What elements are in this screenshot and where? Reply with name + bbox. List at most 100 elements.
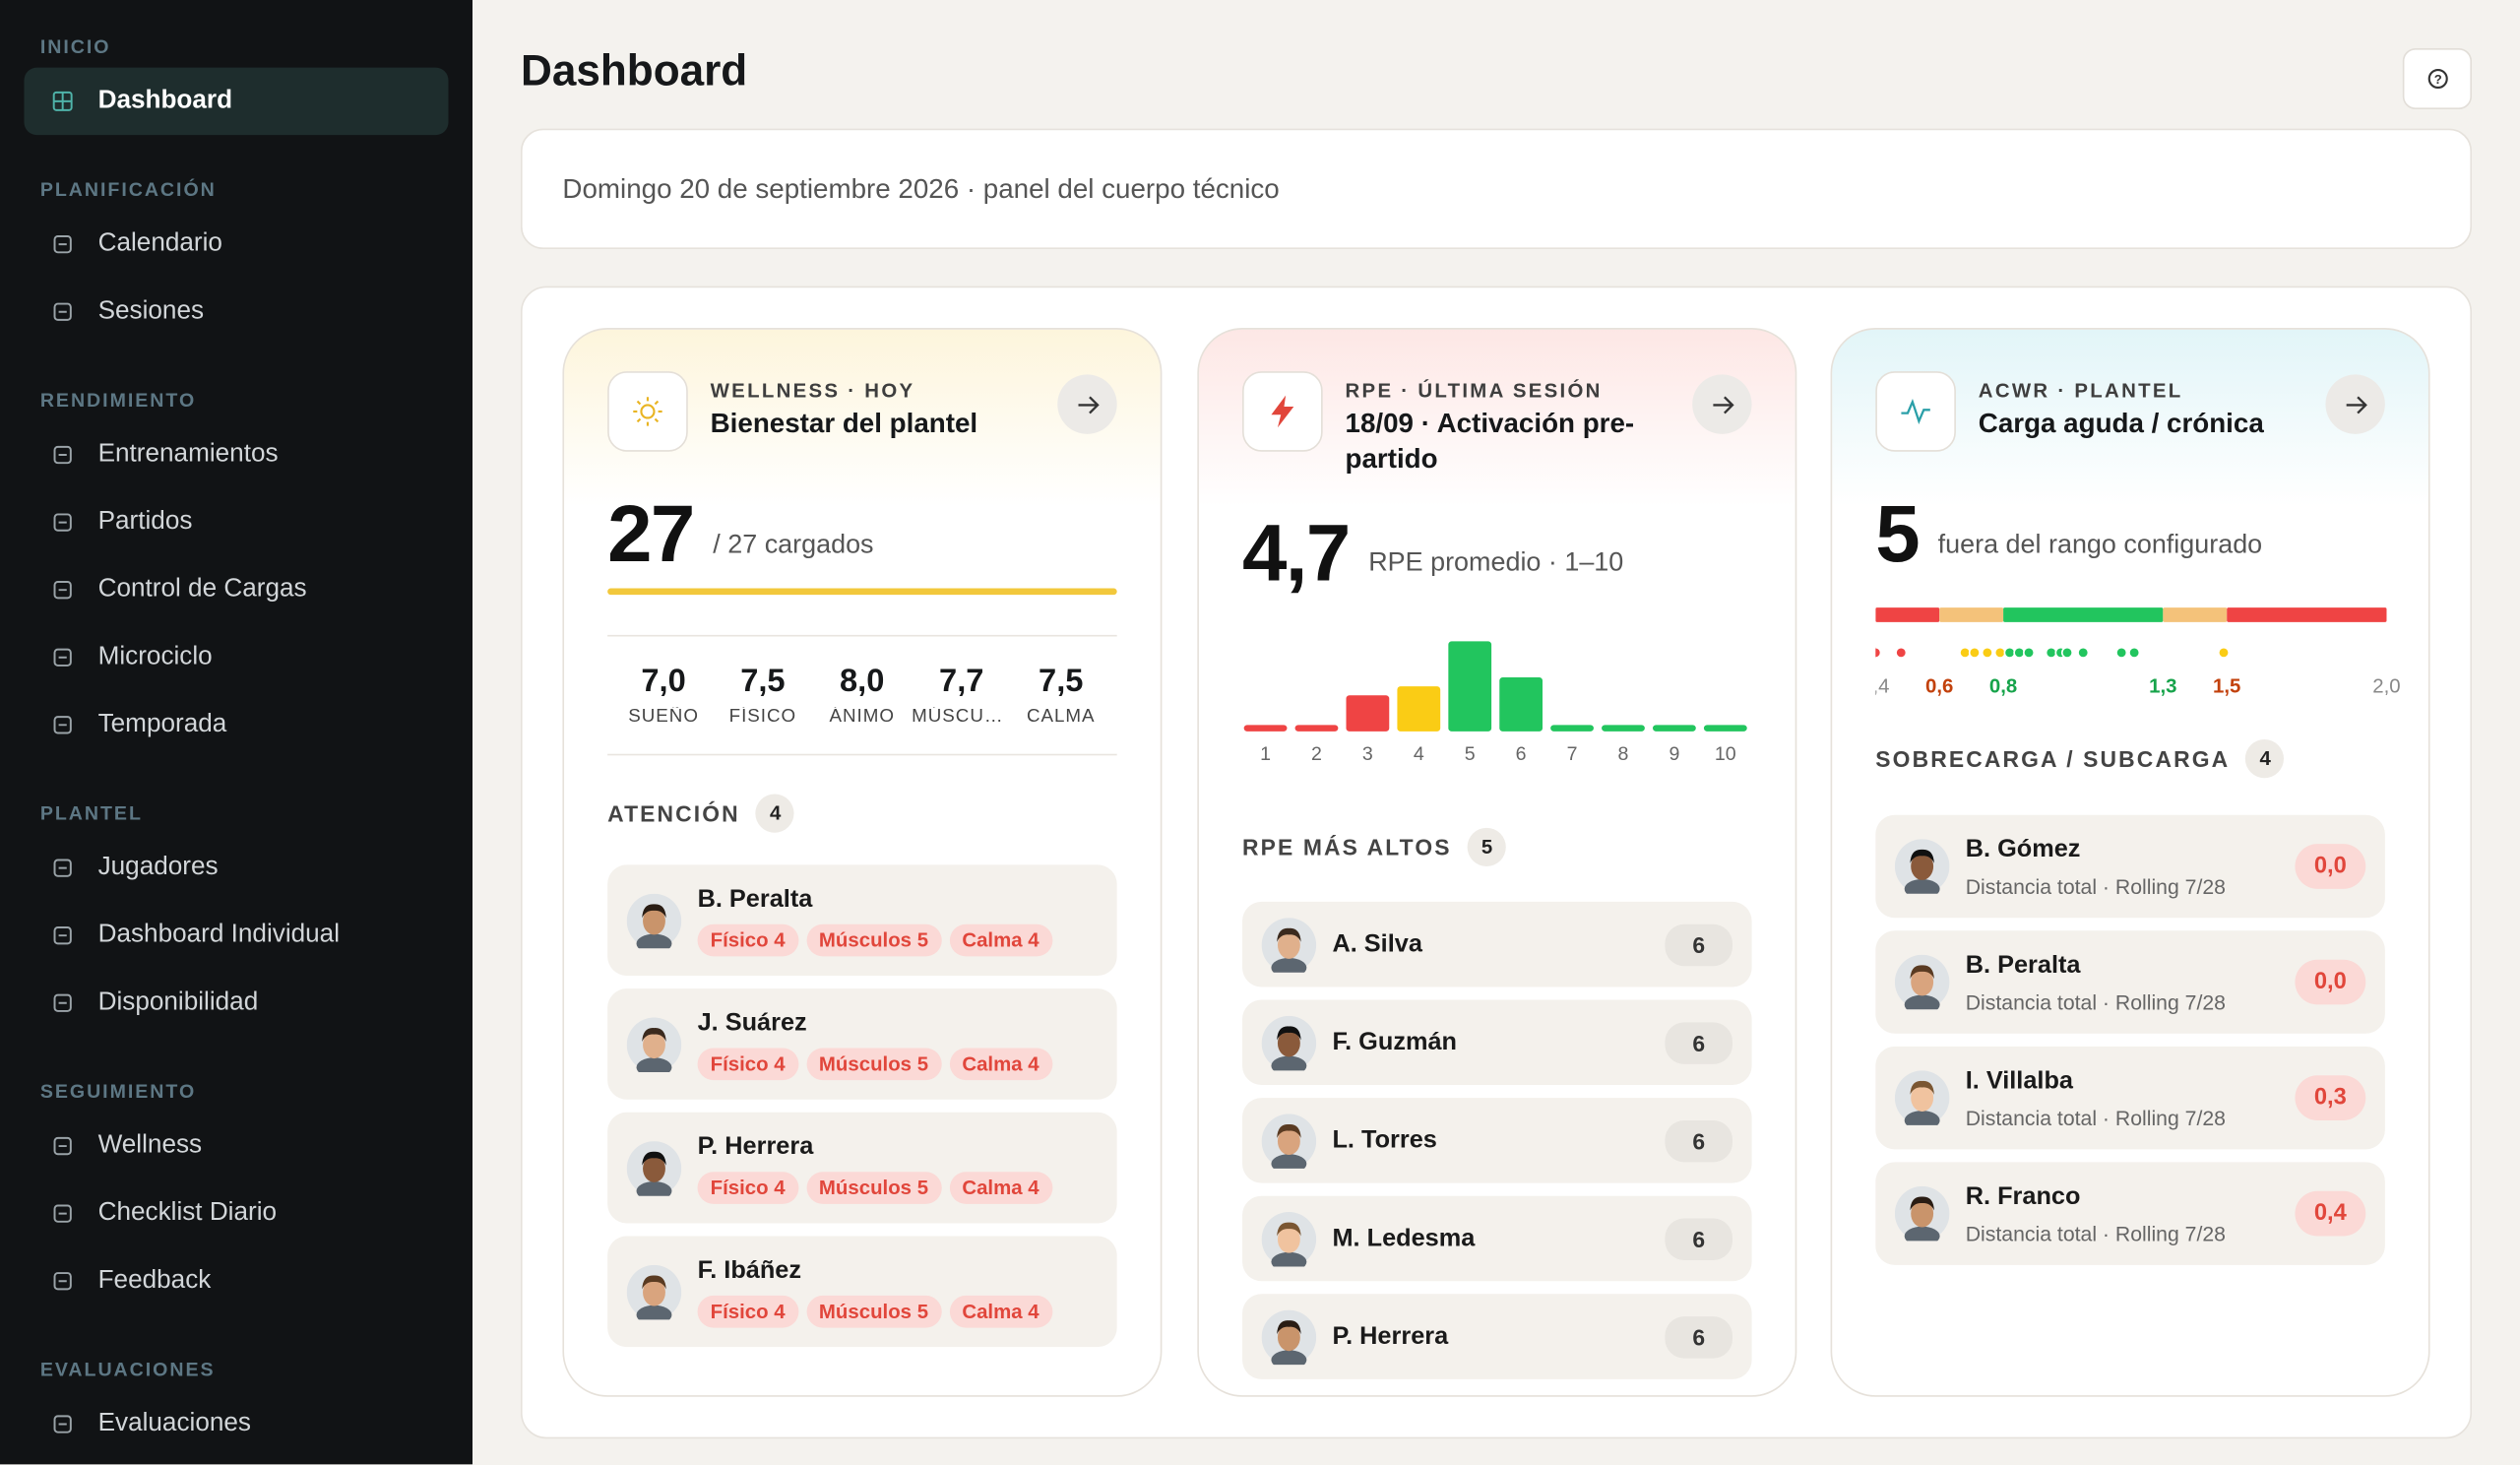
player-dot — [2060, 646, 2074, 659]
card-icon — [1875, 371, 1956, 452]
headline: 4,7 RPE promedio · 1–10 — [1242, 503, 1752, 603]
player-info: F. Ibáñez Físico 4 Músculos 5 Calma 4 — [697, 1256, 1060, 1327]
nav-item[interactable]: Control de Cargas — [24, 556, 448, 624]
section-label: ATENCIÓN — [607, 800, 740, 827]
avatar — [1894, 954, 1950, 1015]
help-button[interactable]: ? — [2402, 47, 2473, 110]
metric-label: SUEÑO — [628, 707, 699, 727]
metric: 7,5 CALMA — [1011, 664, 1110, 727]
avatar — [1894, 839, 1950, 899]
nav-item[interactable]: Entrenamientos — [24, 421, 448, 489]
nav-label: Wellness — [97, 1131, 203, 1160]
player-dot — [2077, 646, 2090, 659]
nav-item[interactable]: Microciclo — [24, 623, 448, 691]
count-badge: 4 — [2245, 739, 2285, 779]
nav-item[interactable]: Calendario — [24, 211, 448, 279]
player-dot — [2003, 646, 2016, 659]
tag: Calma 4 — [949, 1171, 1052, 1204]
nav-item[interactable]: Temporada — [24, 691, 448, 759]
player-name: R. Franco — [1965, 1181, 2081, 1210]
open-button[interactable] — [2325, 374, 2385, 434]
metric: 8,0 ÁNIMO — [812, 664, 912, 727]
x-tick-label: 7 — [1567, 743, 1578, 765]
tag: Músculos 5 — [805, 1295, 942, 1327]
section-title: SOBRECARGA / SUBCARGA 4 — [1875, 739, 2385, 779]
nav-label: Disponibilidad — [97, 988, 259, 1016]
x-tick-label: 4 — [1414, 743, 1424, 765]
metric-value: 8,0 — [840, 664, 885, 700]
section-label: SOBRECARGA / SUBCARGA — [1875, 745, 2231, 772]
player-info: J. Suárez Físico 4 Músculos 5 Calma 4 — [697, 1008, 1060, 1080]
x-tick-label: 5 — [1465, 743, 1476, 765]
headline-caption: fuera del rango configurado — [1937, 529, 2263, 559]
tags: Físico 4 Músculos 5 Calma 4 — [697, 923, 1060, 956]
x-tick-label: 1,3 — [2149, 676, 2176, 698]
player-info: P. Herrera Físico 4 Músculos 5 Calma 4 — [697, 1132, 1060, 1204]
tags: Físico 4 Músculos 5 Calma 4 — [697, 1171, 1060, 1204]
x-tick-label: 0,8 — [1989, 676, 2017, 698]
rpe-row: P. Herrera 6 — [1242, 1294, 1752, 1379]
player-dot — [2128, 646, 2141, 659]
nav-item[interactable]: Dashboard Individual — [24, 902, 448, 970]
section-title: RPE MÁS ALTOS 5 — [1242, 827, 1752, 866]
nav-item[interactable]: Wellness — [24, 1113, 448, 1180]
tag: Músculos 5 — [805, 1047, 942, 1080]
card-kicker: WELLNESS · HOY — [710, 379, 915, 403]
metric-label: MÚSCULOS — [912, 707, 1011, 727]
player-name: A. Silva — [1332, 929, 1422, 958]
metric-label: ÁNIMO — [829, 707, 895, 727]
rpe-value: 6 — [1665, 1021, 1732, 1063]
open-button[interactable] — [1057, 374, 1117, 434]
bar — [1703, 725, 1747, 732]
section-label: INICIO — [39, 34, 111, 58]
attention-row: F. Ibáñez Físico 4 Músculos 5 Calma 4 — [607, 1236, 1117, 1348]
card-kicker: RPE · ÚLTIMA SESIÓN — [1345, 379, 1603, 403]
nav-item[interactable]: Dashboard — [24, 67, 449, 136]
tag: Calma 4 — [949, 923, 1052, 956]
nav-label: Partidos — [97, 507, 193, 536]
count-badge: 5 — [1467, 827, 1507, 866]
player-dot — [1968, 646, 1981, 659]
attention-row: P. Herrera Físico 4 Músculos 5 Calma 4 — [607, 1112, 1117, 1224]
avatar — [626, 1140, 682, 1200]
nav-item[interactable]: Evaluaciones — [24, 1390, 448, 1458]
player-dot — [1993, 646, 2006, 659]
nav-item[interactable]: Sesiones — [24, 278, 448, 346]
open-button[interactable] — [1692, 374, 1752, 434]
card-header: RPE · ÚLTIMA SESIÓN 18/09 · Activación pr… — [1242, 330, 1752, 490]
acwr-strip: 0,4 0,6 0,8 1,3 1,5 2,0 — [1875, 607, 2401, 698]
x-tick-label: 10 — [1715, 743, 1736, 765]
nav-item[interactable]: Checklist Diario — [24, 1179, 448, 1247]
section-label: RENDIMIENTO — [39, 389, 197, 412]
avatar — [1894, 1185, 1950, 1246]
metric-label: FÍSICO — [728, 707, 797, 727]
nav-item[interactable]: Jugadores — [24, 834, 448, 902]
nav-label: Control de Cargas — [97, 575, 307, 604]
nav-label: Sesiones — [97, 297, 205, 325]
rpe-row: F. Guzmán 6 — [1242, 999, 1752, 1086]
zone — [1939, 607, 2004, 622]
section-label: RPE MÁS ALTOS — [1242, 834, 1452, 860]
player-name: M. Ledesma — [1332, 1224, 1476, 1252]
player-dot — [2115, 646, 2128, 659]
player-name: I. Villalba — [1965, 1066, 2073, 1095]
x-tick-label: 3 — [1362, 743, 1373, 765]
card-icon — [1242, 371, 1323, 452]
section-label: EVALUACIONES — [39, 1358, 216, 1381]
nav-item[interactable]: Partidos — [24, 488, 448, 556]
rpe-value: 6 — [1665, 923, 1732, 966]
metric: 7,7 MÚSCULOS — [912, 664, 1011, 727]
avatar — [626, 892, 682, 953]
avatar — [1261, 1211, 1317, 1271]
nav-label: Dashboard Individual — [97, 921, 341, 949]
player-info: B. Peralta Distancia total · Rolling 7/28 — [1966, 951, 2226, 1014]
x-tick-label: 2 — [1311, 743, 1322, 765]
svg-text:?: ? — [2433, 72, 2441, 87]
player-dot — [2013, 646, 2026, 659]
section-label: SEGUIMIENTO — [39, 1080, 197, 1103]
nav-item[interactable]: Feedback — [24, 1247, 448, 1315]
nav-label: Jugadores — [97, 853, 219, 881]
nav-item[interactable]: Disponibilidad — [24, 969, 448, 1037]
nav-label: Dashboard — [97, 87, 233, 114]
